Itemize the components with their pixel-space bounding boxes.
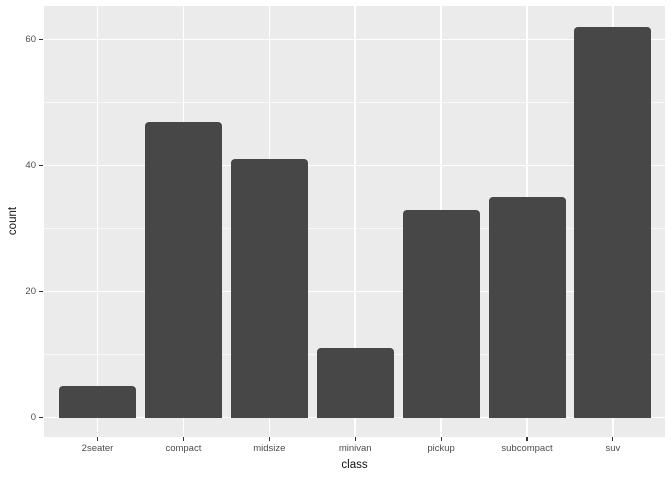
x-tick-label: subcompact (501, 443, 553, 454)
x-tick-label: pickup (427, 443, 455, 454)
x-tick-label: suv (605, 443, 621, 454)
gridline-major-vertical (354, 6, 356, 437)
bar (144, 121, 222, 418)
x-tick-mark (268, 437, 270, 441)
plot-panel (44, 6, 665, 437)
y-axis-title: count (7, 206, 19, 236)
x-tick-mark (526, 437, 528, 441)
x-tick-label: minivan (338, 443, 372, 454)
y-tick-label: 60 (25, 33, 36, 45)
bar (574, 27, 652, 418)
x-tick-label: 2seater (81, 443, 114, 454)
y-tick-label: 40 (25, 159, 36, 171)
x-tick-label: midsize (253, 443, 286, 454)
y-tick-mark (39, 291, 43, 293)
y-tick-mark (39, 417, 43, 419)
bar (316, 348, 394, 418)
x-tick-label: compact (165, 443, 202, 454)
bar (59, 386, 136, 418)
x-tick-mark (354, 437, 356, 441)
y-tick-mark (39, 39, 43, 41)
bar (230, 159, 308, 418)
x-tick-mark (612, 437, 614, 441)
x-tick-mark (440, 437, 442, 441)
bar (488, 197, 566, 418)
y-tick-mark (39, 165, 43, 167)
bar (402, 209, 480, 418)
gridline-major-vertical (96, 6, 99, 437)
y-tick-label: 20 (25, 285, 36, 297)
x-axis-title: class (341, 459, 368, 471)
y-tick-label: 0 (30, 411, 36, 423)
x-tick-mark (96, 437, 99, 441)
x-tick-mark (182, 437, 184, 441)
